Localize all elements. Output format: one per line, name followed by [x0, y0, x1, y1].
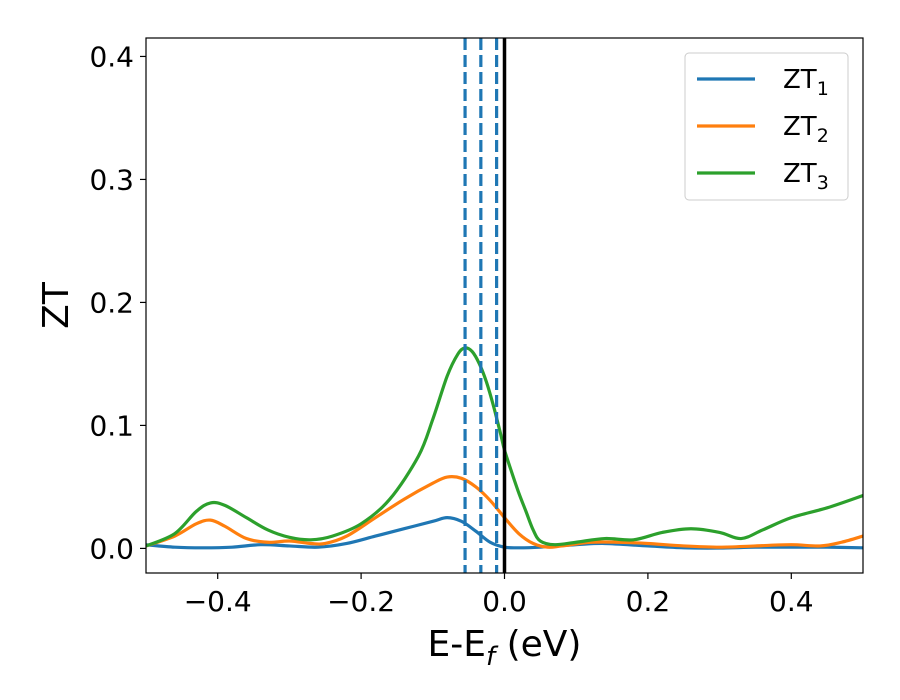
legend-label-zt2: ZT2	[783, 112, 829, 147]
x-axis-title: E-Ef (eV)	[428, 624, 582, 672]
y-axis-title: ZT	[36, 281, 77, 329]
series-line-zt2	[146, 475, 863, 549]
y-tick-label: 0.2	[89, 286, 134, 319]
x-axis: −0.4 −0.2 0.0 0.2 0.4	[184, 573, 814, 618]
x-tick-label: 0.4	[769, 585, 814, 618]
series-line-zt3	[146, 346, 863, 548]
y-tick-label: 0.0	[89, 532, 134, 565]
x-tick-label: −0.2	[327, 585, 395, 618]
legend: ZT1 ZT2 ZT3	[684, 52, 849, 201]
x-tick-label: 0.0	[482, 585, 527, 618]
y-tick-label: 0.3	[89, 163, 134, 196]
x-tick-label: 0.2	[626, 585, 671, 618]
legend-label-zt3: ZT3	[783, 159, 829, 194]
y-axis: 0.0 0.1 0.2 0.3 0.4	[89, 40, 146, 565]
y-tick-label: 0.4	[89, 40, 134, 73]
plot-area	[146, 38, 863, 573]
legend-label-zt1: ZT1	[783, 65, 829, 100]
x-tick-label: −0.4	[184, 585, 252, 618]
legend-box	[684, 52, 849, 201]
y-tick-label: 0.1	[89, 409, 134, 442]
